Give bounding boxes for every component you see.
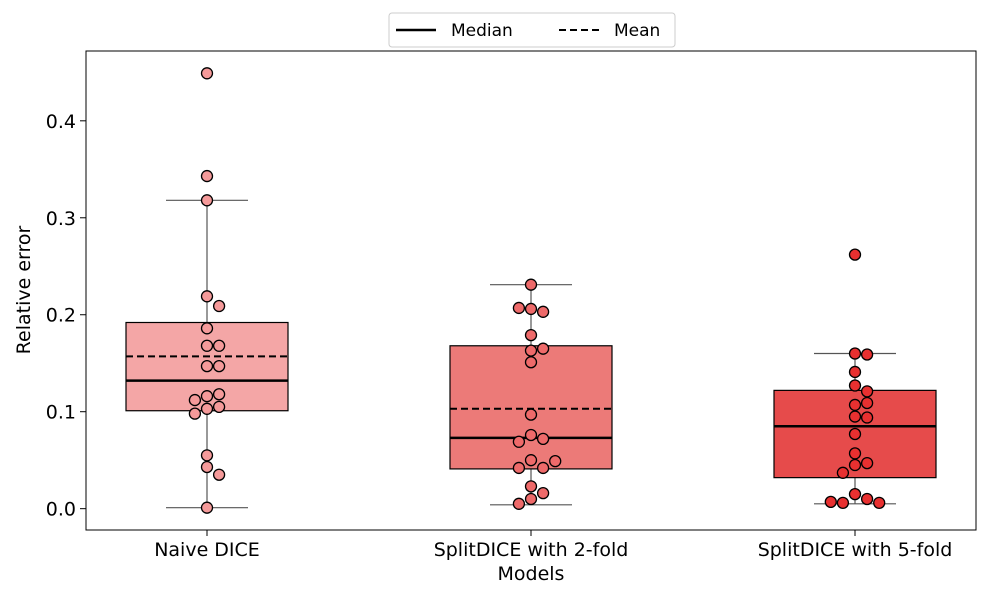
points-layer bbox=[188, 67, 886, 514]
legend-median-label: Median bbox=[451, 21, 513, 41]
data-point bbox=[524, 408, 538, 421]
data-point bbox=[524, 356, 538, 369]
data-point bbox=[212, 299, 226, 313]
data-point bbox=[848, 427, 862, 441]
data-point bbox=[200, 501, 214, 514]
data-point bbox=[524, 480, 538, 493]
data-point bbox=[200, 67, 214, 80]
data-point bbox=[200, 169, 214, 183]
data-point bbox=[848, 447, 862, 460]
y-tick-label: 0.3 bbox=[46, 208, 76, 230]
x-tick-label: Naive DICE bbox=[154, 539, 260, 561]
data-point bbox=[212, 400, 226, 414]
data-point bbox=[873, 496, 886, 510]
data-point bbox=[549, 455, 562, 468]
data-point bbox=[212, 339, 226, 352]
x-axis-title: Models bbox=[498, 563, 565, 585]
data-point bbox=[848, 458, 862, 472]
data-point bbox=[848, 365, 862, 379]
data-point bbox=[200, 290, 214, 303]
data-point bbox=[536, 432, 550, 446]
data-point bbox=[524, 492, 538, 506]
data-point bbox=[836, 496, 850, 510]
data-point bbox=[200, 322, 214, 335]
data-point bbox=[536, 461, 550, 475]
y-tick-label: 0.2 bbox=[46, 305, 76, 327]
y-tick-label: 0.0 bbox=[46, 499, 76, 521]
data-point bbox=[860, 385, 874, 398]
legend-mean-label: Mean bbox=[614, 21, 660, 41]
x-tick-label: SplitDICE with 5-fold bbox=[758, 539, 953, 561]
data-point bbox=[188, 393, 202, 407]
y-axis-title: Relative error bbox=[13, 225, 35, 354]
legend-box bbox=[388, 12, 676, 48]
data-point bbox=[536, 487, 550, 500]
data-point bbox=[536, 305, 550, 318]
axes-layer: 0.0 0.1 0.2 0.3 0.4 Naive DICE SplitDICE with … bbox=[46, 111, 953, 561]
data-point bbox=[524, 428, 538, 442]
data-point bbox=[536, 342, 550, 355]
data-point bbox=[512, 435, 526, 448]
data-point bbox=[512, 497, 526, 510]
data-point bbox=[860, 396, 874, 410]
iqr-box bbox=[449, 345, 613, 470]
x-tick-label: SplitDICE with 2-fold bbox=[434, 539, 629, 561]
data-point bbox=[200, 402, 214, 415]
data-point bbox=[200, 359, 214, 373]
data-point bbox=[848, 347, 862, 360]
data-point bbox=[212, 359, 226, 373]
data-point bbox=[860, 411, 874, 424]
data-point bbox=[200, 449, 214, 462]
y-tick-label: 0.1 bbox=[46, 402, 76, 424]
legend: Median Mean bbox=[388, 12, 676, 48]
data-point bbox=[512, 461, 526, 475]
data-point bbox=[848, 398, 862, 412]
data-point bbox=[860, 348, 874, 361]
data-point bbox=[512, 301, 526, 315]
data-point bbox=[848, 487, 862, 501]
data-point bbox=[188, 407, 202, 420]
data-point bbox=[524, 344, 538, 357]
data-point bbox=[212, 388, 226, 401]
data-point bbox=[524, 328, 538, 342]
data-point bbox=[524, 278, 538, 291]
y-tick-label: 0.4 bbox=[46, 111, 76, 133]
data-point bbox=[848, 379, 862, 392]
data-point bbox=[212, 468, 226, 481]
data-point bbox=[848, 248, 862, 261]
data-point bbox=[860, 492, 874, 506]
data-point bbox=[824, 495, 837, 509]
data-point bbox=[200, 460, 214, 474]
data-point bbox=[524, 454, 538, 467]
data-point bbox=[848, 410, 862, 423]
data-point bbox=[200, 339, 214, 352]
data-point bbox=[200, 390, 214, 403]
data-point bbox=[200, 194, 214, 207]
data-point bbox=[836, 466, 850, 479]
data-point bbox=[860, 456, 874, 470]
data-point bbox=[524, 302, 538, 316]
